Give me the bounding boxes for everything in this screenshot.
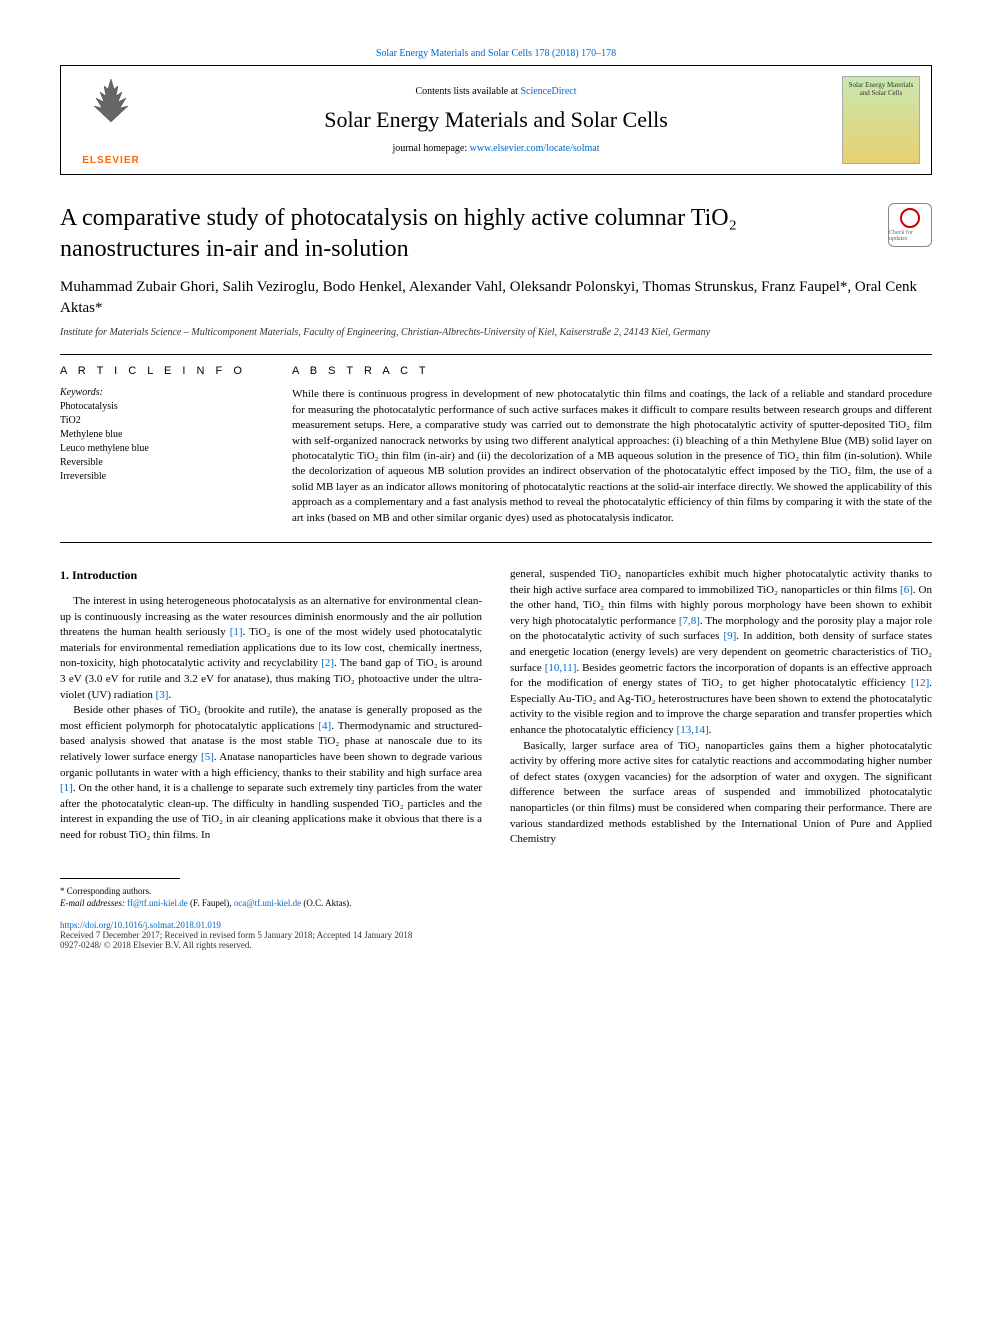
keyword: TiO2 (60, 414, 260, 428)
journal-cover-thumb: Solar Energy Materials and Solar Cells (842, 76, 920, 164)
publisher-name: ELSEVIER (82, 155, 139, 166)
paragraph-text: Basically, larger surface area of TiO₂ n… (510, 740, 932, 846)
keyword: Methylene blue (60, 428, 260, 442)
elsevier-tree-icon (86, 74, 136, 124)
email-name: (O.C. Aktas). (301, 898, 351, 908)
email-name: (F. Faupel), (188, 898, 234, 908)
footnotes: * Corresponding authors. E-mail addresse… (60, 885, 932, 910)
crossmark-icon (900, 208, 920, 228)
corresponding-author-note: * Corresponding authors. (60, 885, 932, 898)
copyright-line: 0927-0248/ © 2018 Elsevier B.V. All righ… (60, 940, 932, 950)
divider (60, 542, 932, 543)
email-label: E-mail addresses: (60, 898, 127, 908)
running-header: Solar Energy Materials and Solar Cells 1… (60, 48, 932, 59)
body-text: 1. Introduction The interest in using he… (60, 567, 932, 848)
keywords-list: Photocatalysis TiO2 Methylene blue Leuco… (60, 400, 260, 484)
affiliation: Institute for Materials Science – Multic… (60, 327, 932, 338)
footnote-rule (60, 878, 180, 879)
homepage-prefix: journal homepage: (392, 143, 469, 154)
article-info-column: A R T I C L E I N F O Keywords: Photocat… (60, 365, 260, 526)
body-paragraph: Beside other phases of TiO₂ (brookite an… (60, 703, 482, 843)
section-heading: 1. Introduction (60, 567, 482, 584)
paragraph-text: Beside other phases of TiO₂ (brookite an… (60, 704, 482, 841)
divider (60, 354, 932, 355)
keyword: Leuco methylene blue (60, 442, 260, 456)
paragraph-text: general, suspended TiO₂ nanoparticles ex… (510, 568, 932, 736)
keyword: Reversible (60, 456, 260, 470)
email-line: E-mail addresses: ff@tf.uni-kiel.de (F. … (60, 897, 932, 910)
abstract-column: A B S T R A C T While there is continuou… (292, 365, 932, 526)
journal-name: Solar Energy Materials and Solar Cells (324, 107, 668, 133)
keywords-label: Keywords: (60, 387, 260, 398)
cover-thumb-block: Solar Energy Materials and Solar Cells (831, 66, 931, 174)
article-history: Received 7 December 2017; Received in re… (60, 930, 932, 940)
sciencedirect-link[interactable]: ScienceDirect (520, 86, 576, 97)
abstract-text: While there is continuous progress in de… (292, 387, 932, 526)
keyword: Irreversible (60, 470, 260, 484)
contents-line: Contents lists available at ScienceDirec… (415, 86, 576, 97)
journal-header: ELSEVIER Contents lists available at Sci… (60, 65, 932, 175)
doi-link[interactable]: https://doi.org/10.1016/j.solmat.2018.01… (60, 920, 932, 930)
article-info-heading: A R T I C L E I N F O (60, 365, 260, 377)
homepage-link[interactable]: www.elsevier.com/locate/solmat (470, 143, 600, 154)
crossmark-badge[interactable]: Check for updates (888, 203, 932, 247)
paragraph-text: The interest in using heterogeneous phot… (60, 595, 482, 701)
abstract-heading: A B S T R A C T (292, 365, 932, 377)
body-paragraph: Basically, larger surface area of TiO₂ n… (510, 739, 932, 848)
email-link[interactable]: ff@tf.uni-kiel.de (127, 898, 188, 908)
homepage-line: journal homepage: www.elsevier.com/locat… (392, 143, 599, 154)
header-center: Contents lists available at ScienceDirec… (161, 66, 831, 174)
email-link[interactable]: oca@tf.uni-kiel.de (234, 898, 301, 908)
crossmark-label: Check for updates (889, 230, 931, 242)
author-list: Muhammad Zubair Ghori, Salih Veziroglu, … (60, 277, 932, 319)
body-paragraph: The interest in using heterogeneous phot… (60, 594, 482, 703)
body-paragraph: general, suspended TiO₂ nanoparticles ex… (510, 567, 932, 739)
publisher-block: ELSEVIER (61, 66, 161, 174)
article-title: A comparative study of photocatalysis on… (60, 203, 868, 265)
keyword: Photocatalysis (60, 400, 260, 414)
contents-prefix: Contents lists available at (415, 86, 520, 97)
